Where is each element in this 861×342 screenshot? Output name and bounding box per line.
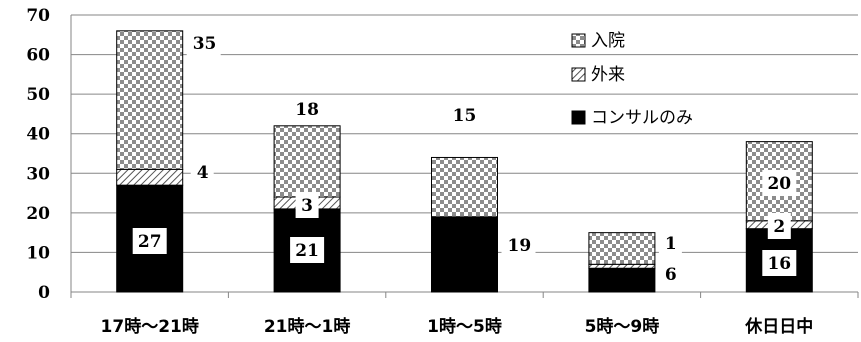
data-label: 18	[295, 100, 319, 120]
data-label-bg	[290, 237, 325, 263]
data-labels: 27 4 35 21 3 18 19 15 6 1 16 2 20	[132, 30, 797, 287]
data-label-bg	[762, 170, 797, 196]
data-label-bg	[767, 213, 791, 239]
bar-segment-inpatient	[745, 141, 813, 222]
bar-segment-inpatient	[431, 156, 498, 218]
x-tick-label: 5時～9時	[585, 316, 660, 337]
data-label-bg	[762, 250, 797, 276]
legend-label: コンサルのみ	[591, 108, 693, 128]
data-label-bg	[290, 95, 325, 122]
data-label: 3	[301, 196, 313, 216]
x-tick-label: 休日日中	[744, 316, 813, 337]
data-label: 1	[665, 234, 677, 254]
legend-label: 入院	[591, 31, 625, 51]
x-tick-label: 21時～1時	[264, 316, 351, 337]
bar-segment-inpatient	[588, 232, 656, 265]
bar-segment-outpatient	[588, 263, 656, 269]
x-tick-label: 1時～5時	[427, 316, 502, 337]
data-label-bg	[186, 30, 221, 56]
data-label: 35	[193, 34, 217, 54]
y-tick-label: 60	[26, 46, 50, 66]
bar-segment-outpatient	[116, 168, 184, 186]
data-label-bg	[447, 102, 482, 128]
legend-swatch	[571, 67, 586, 82]
data-label-bg	[295, 192, 319, 218]
bar-segment-consult	[588, 267, 656, 293]
bar-segment-inpatient	[116, 30, 184, 170]
data-label: 21	[295, 241, 319, 261]
legend-label: 外来	[591, 65, 625, 85]
legend-swatch	[571, 33, 586, 48]
y-axis-ticks: 0 10 20 30 40 50 60 70	[26, 6, 50, 303]
data-label: 20	[767, 174, 791, 194]
y-tick-label: 50	[26, 85, 50, 105]
y-tick-label: 20	[26, 204, 50, 224]
data-label-bg	[658, 230, 682, 256]
data-label: 16	[767, 254, 791, 274]
y-tick-label: 0	[38, 283, 50, 303]
data-label: 4	[197, 163, 209, 183]
data-label: 27	[138, 232, 162, 252]
data-label: 19	[508, 236, 532, 256]
data-label-bg	[190, 159, 214, 185]
y-tick-label: 70	[26, 6, 50, 26]
data-label: 6	[665, 265, 677, 285]
bar-segment-consult	[431, 216, 498, 293]
bar-segment-inpatient	[273, 125, 341, 198]
data-label: 15	[453, 106, 477, 126]
data-label-bg	[132, 228, 167, 254]
data-label: 2	[773, 217, 785, 237]
y-tick-label: 30	[26, 164, 50, 184]
y-tick-label: 10	[26, 243, 50, 263]
x-axis-ticks: 17時～21時 21時～1時 1時～5時 5時～9時 休日日中	[101, 316, 814, 337]
legend-swatch	[571, 110, 586, 125]
data-label-bg	[658, 261, 682, 287]
x-tick-label: 17時～21時	[101, 316, 199, 337]
y-tick-label: 40	[26, 125, 50, 145]
data-label-bg	[501, 232, 536, 258]
